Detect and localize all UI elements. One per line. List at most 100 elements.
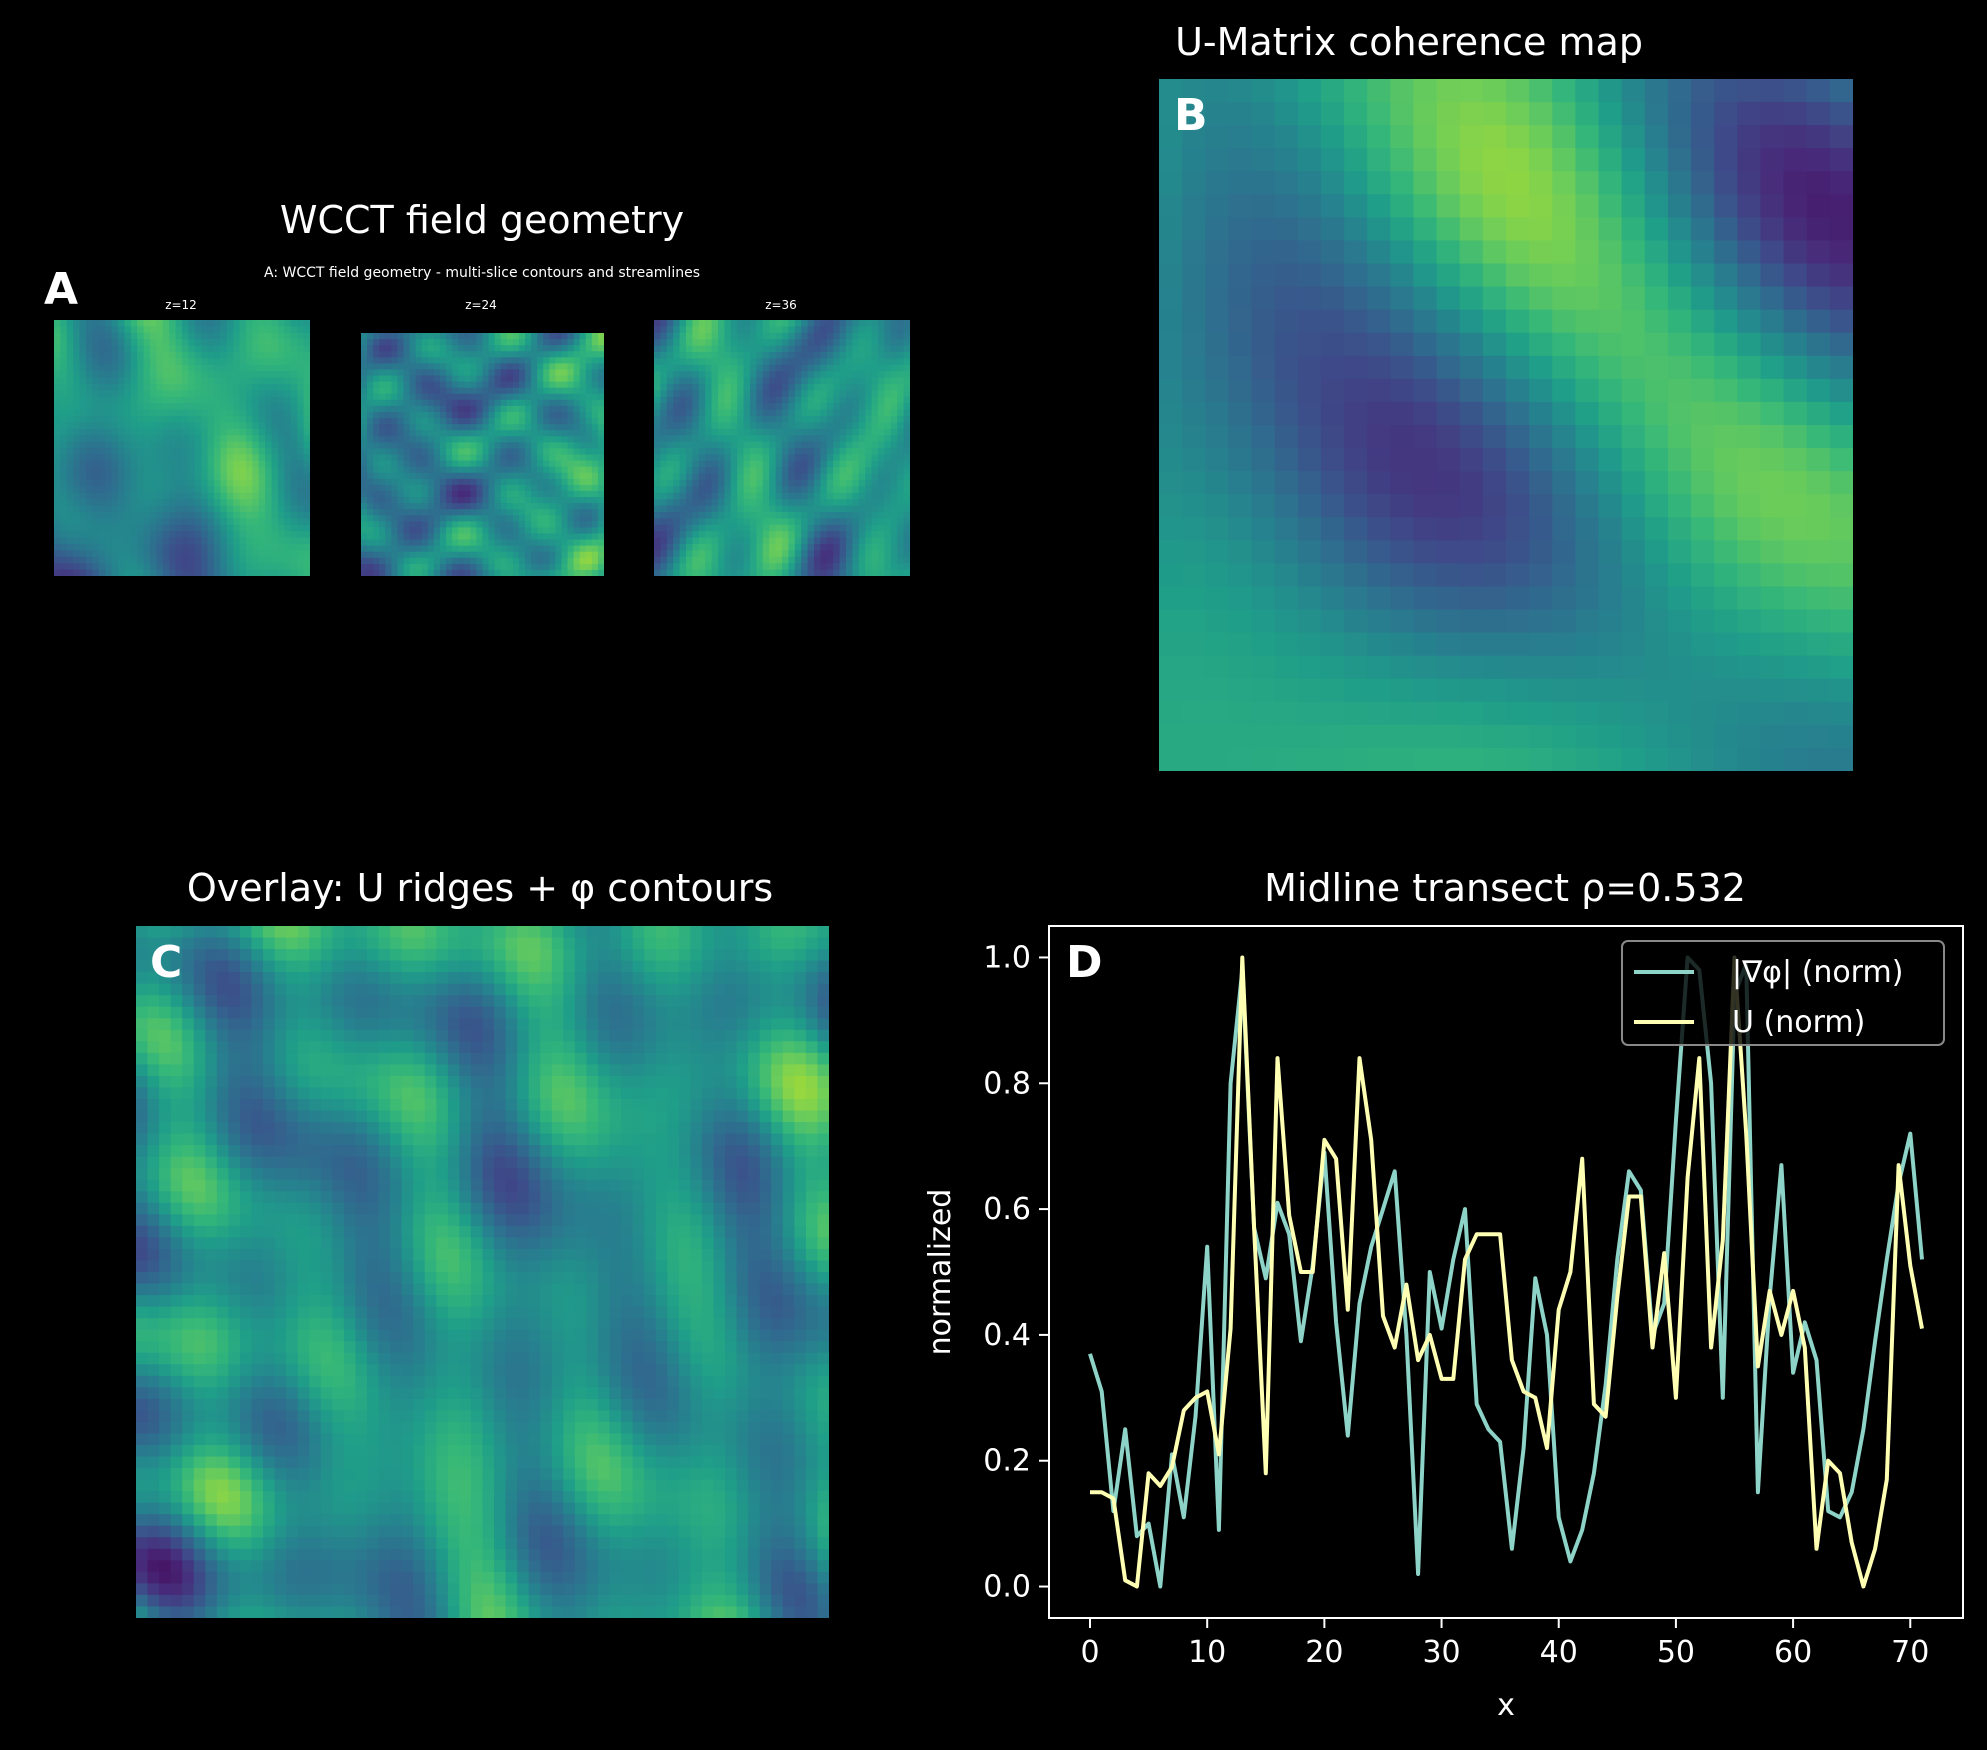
slice-cell — [105, 403, 113, 411]
slice-cell — [890, 492, 898, 500]
umatrix-cell — [1182, 609, 1206, 634]
slice-cell — [297, 371, 305, 379]
slice-cell — [679, 524, 687, 532]
slice-cell — [782, 537, 789, 545]
slice-cell — [525, 442, 532, 450]
slice-cell — [73, 435, 81, 443]
slice-cell — [788, 390, 796, 398]
slice-cell — [297, 332, 305, 340]
slice-cell — [750, 505, 757, 513]
slice-cell — [452, 436, 459, 443]
slice-cell — [194, 320, 202, 327]
slice-cell — [137, 467, 145, 475]
umatrix-cell — [1182, 747, 1206, 771]
slice-cell — [814, 339, 821, 347]
slice-cell — [573, 539, 581, 547]
slice-cell — [188, 332, 196, 340]
slice-cell — [60, 441, 68, 449]
slice-cell — [531, 466, 538, 474]
slice-cell — [54, 409, 61, 417]
slice-cell — [252, 441, 260, 449]
slice-cell — [214, 339, 221, 347]
slice-cell — [494, 454, 502, 462]
slice-cell — [79, 358, 87, 366]
slice-cell — [207, 531, 215, 539]
slice-cell — [403, 521, 411, 528]
slice-cell — [591, 521, 599, 528]
slice-cell — [79, 441, 87, 449]
slice-cell — [801, 371, 809, 379]
slice-cell — [194, 384, 202, 391]
slice-cell — [130, 377, 138, 385]
slice-cell — [890, 556, 898, 564]
slice-cell — [858, 512, 866, 519]
slice-cell — [188, 454, 196, 462]
slice-cell — [724, 422, 732, 430]
slice-cell — [130, 518, 138, 526]
slice-cell — [303, 352, 310, 359]
slice-cell — [506, 490, 514, 498]
slice-cell — [182, 505, 189, 513]
slice-cell — [271, 371, 279, 379]
slice-cell — [201, 505, 209, 513]
slice-cell — [679, 512, 687, 519]
slice-cell — [226, 416, 234, 423]
slice-cell — [567, 345, 575, 352]
slice-cell — [711, 480, 719, 487]
slice-cell — [525, 351, 532, 358]
slice-cell — [60, 371, 68, 379]
slice-cell — [597, 351, 604, 358]
slice-cell — [409, 418, 417, 425]
slice-cell — [446, 509, 453, 516]
slice-cell — [865, 518, 873, 526]
slice-cell — [525, 484, 532, 492]
slice-cell — [271, 550, 279, 558]
slice-cell — [143, 428, 151, 436]
slice-cell — [118, 364, 125, 372]
slice-cell — [711, 467, 719, 475]
slice-cell — [271, 384, 279, 391]
slice-cell — [737, 377, 745, 385]
slice-cell — [820, 537, 828, 545]
slice-cell — [361, 436, 368, 443]
slice-cell — [118, 403, 125, 411]
slice-cell — [673, 544, 681, 551]
slice-cell — [188, 377, 196, 385]
slice-cell — [233, 390, 241, 398]
slice-cell — [124, 371, 132, 379]
slice-cell — [500, 569, 508, 576]
slice-cell — [679, 467, 687, 475]
slice-cell — [698, 409, 706, 417]
slice-cell — [488, 424, 496, 431]
slice-cell — [482, 527, 490, 535]
slice-cell — [579, 411, 587, 419]
slice-cell — [373, 527, 380, 535]
slice-cell — [391, 521, 399, 528]
slice-cell — [673, 371, 681, 379]
slice-cell — [130, 441, 138, 449]
slice-cell — [226, 537, 234, 545]
slice-cell — [73, 486, 81, 494]
slice-cell — [373, 363, 380, 371]
slice-cell — [60, 332, 68, 340]
panel-a-subtitle: A: WCCT field geometry - multi-slice con… — [264, 265, 700, 281]
slice-cell — [66, 550, 74, 558]
slice-cell — [782, 556, 789, 564]
umatrix-cell — [1228, 586, 1253, 611]
slice-cell — [214, 524, 221, 532]
slice-cell — [105, 409, 113, 417]
slice-cell — [692, 492, 700, 500]
slice-cell — [801, 377, 809, 385]
slice-cell — [897, 422, 905, 430]
slice-cell — [118, 377, 125, 385]
slice-cell — [705, 473, 713, 481]
slice-cell — [226, 396, 234, 404]
slice-cell — [852, 409, 860, 417]
slice-cell — [537, 405, 544, 413]
slice-cell — [884, 326, 892, 334]
slice-cell — [737, 339, 745, 347]
slice-cell — [182, 524, 189, 532]
slice-cell — [846, 448, 853, 455]
slice-cell — [858, 435, 866, 443]
slice-cell — [226, 371, 234, 379]
